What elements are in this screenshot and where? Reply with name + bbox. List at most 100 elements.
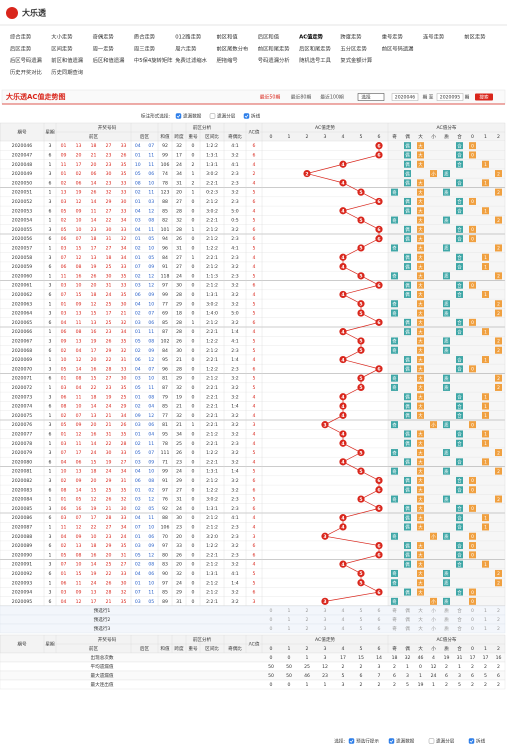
preselect-cell[interactable]: 6 [378, 626, 381, 632]
preselect-label[interactable]: 预选行3 [94, 625, 111, 632]
preselect-cell[interactable]: 1 [484, 626, 487, 632]
preselect-cell[interactable]: 0 [270, 617, 273, 623]
nav-link[interactable]: 号码遗漏分析 [258, 56, 290, 64]
preselect-cell[interactable]: 6 [378, 617, 381, 623]
to-text[interactable]: 2020095 [440, 95, 461, 101]
nav-link[interactable]: 区间走势 [51, 44, 73, 52]
nav-link[interactable]: 随机选号工具 [299, 56, 331, 64]
nav-link[interactable]: 大小走势 [51, 33, 73, 41]
quick-range[interactable]: 最近50期 [260, 94, 281, 101]
search-label[interactable]: 搜索 [479, 94, 489, 101]
preselect-cell[interactable]: 1 [288, 608, 291, 614]
preselect-cell[interactable]: 0 [270, 608, 273, 614]
nav-link[interactable]: 周一走势 [93, 44, 115, 52]
nav-link[interactable]: 前区尾数分布 [217, 44, 249, 52]
select-text[interactable]: 选择 [361, 94, 371, 101]
preselect-cell[interactable]: 合 [457, 616, 462, 623]
nav-link[interactable]: 连号走势 [423, 33, 445, 41]
nav-link[interactable]: 奇偶走势 [93, 33, 115, 41]
preselect-cell[interactable]: 小 [431, 625, 436, 632]
nav-link[interactable]: 前区号码遗漏 [382, 44, 414, 52]
nav-link[interactable]: 历史同期查询 [51, 68, 83, 76]
nav-link[interactable]: 质合走势 [134, 33, 156, 41]
preselect-cell[interactable]: 偶 [405, 616, 410, 623]
preselect-cell[interactable]: 1 [484, 617, 487, 623]
preselect-cell[interactable]: 奇 [392, 625, 397, 632]
preselect-cell[interactable]: 小 [431, 616, 436, 623]
to-input[interactable] [436, 93, 464, 101]
preselect-cell[interactable]: 1 [288, 626, 291, 632]
preselect-cell[interactable]: 大 [418, 616, 423, 623]
nav-link[interactable]: 综合走势 [10, 33, 32, 41]
preselect-cell[interactable]: 质 [444, 616, 449, 623]
from-input[interactable] [391, 93, 419, 101]
preselect-cell[interactable]: 奇 [392, 607, 397, 614]
preselect-cell[interactable]: 2 [306, 608, 309, 614]
preselect-cell[interactable]: 2 [306, 617, 309, 623]
quick-range[interactable]: 最近100期 [320, 94, 344, 101]
nav-link[interactable]: 前区和值 [217, 33, 239, 41]
option-text[interactable]: 拆线 [251, 113, 261, 120]
nav-link[interactable]: 中5保4旋转矩阵 [134, 56, 173, 64]
nav-link[interactable]: 前区和尾走势 [258, 44, 290, 52]
preselect-cell[interactable]: 0 [270, 626, 273, 632]
preselect-cell[interactable]: 大 [418, 625, 423, 632]
preselect-cell[interactable]: 3 [324, 608, 327, 614]
preselect-cell[interactable]: 3 [324, 626, 327, 632]
footer-checkbox[interactable] [428, 738, 435, 744]
nav-link[interactable]: 前区和值遗漏 [51, 56, 83, 64]
preselect-cell[interactable]: 偶 [405, 625, 410, 632]
option-checkbox[interactable] [175, 113, 182, 119]
nav-link[interactable]: 历史开奖对比 [10, 68, 42, 76]
preselect-cell[interactable]: 0 [471, 617, 474, 623]
select-box[interactable] [357, 93, 385, 101]
preselect-cell[interactable]: 2 [497, 617, 500, 623]
nav-link[interactable]: 后区走势 [10, 44, 32, 52]
preselect-cell[interactable]: 5 [360, 617, 363, 623]
preselect-cell[interactable]: 0 [471, 626, 474, 632]
preselect-cell[interactable]: 6 [378, 608, 381, 614]
preselect-cell[interactable]: 大 [418, 607, 423, 614]
nav-link[interactable]: 跨度走势 [340, 33, 362, 41]
option-text[interactable]: 遗漏数据 [183, 113, 202, 120]
footer-option[interactable]: 遗漏数据 [396, 738, 415, 745]
nav-link[interactable]: 五分区走势 [340, 44, 367, 52]
preselect-cell[interactable]: 奇 [392, 616, 397, 623]
preselect-cell[interactable]: 5 [360, 626, 363, 632]
preselect-cell[interactable]: 合 [457, 607, 462, 614]
nav-link[interactable]: 后区和值遗漏 [93, 56, 125, 64]
footer-option[interactable]: 拆线 [476, 738, 486, 745]
preselect-cell[interactable]: 4 [342, 608, 345, 614]
footer-checkbox[interactable] [388, 738, 395, 744]
nav-link[interactable]: 胆拖缩号 [217, 56, 238, 64]
preselect-cell[interactable]: 小 [431, 607, 436, 614]
footer-option[interactable]: 遗漏分层 [436, 738, 455, 745]
preselect-cell[interactable]: 4 [342, 626, 345, 632]
preselect-cell[interactable]: 合 [457, 625, 462, 632]
preselect-label[interactable]: 预选行2 [94, 616, 111, 623]
option-text[interactable]: 遗漏分层 [217, 113, 236, 120]
footer-checkbox[interactable] [468, 738, 475, 744]
nav-link[interactable]: 复式金额计算 [340, 56, 372, 64]
nav-link[interactable]: 012路走势 [175, 33, 202, 41]
nav-link[interactable]: AC值走势 [299, 33, 324, 41]
preselect-cell[interactable]: 2 [497, 608, 500, 614]
footer-checkbox[interactable] [348, 738, 355, 744]
nav-link[interactable]: 后区和尾走势 [299, 44, 331, 52]
preselect-cell[interactable]: 4 [342, 617, 345, 623]
nav-link[interactable]: 周六走势 [175, 44, 197, 52]
preselect-cell[interactable]: 2 [497, 626, 500, 632]
option-checkbox[interactable] [243, 113, 250, 119]
from-text[interactable]: 2020046 [395, 95, 416, 101]
preselect-cell[interactable]: 1 [484, 608, 487, 614]
nav-link[interactable]: 周三走势 [134, 44, 156, 52]
nav-link[interactable]: 后区号码遗漏 [10, 56, 42, 64]
preselect-cell[interactable]: 质 [444, 607, 449, 614]
nav-link[interactable]: 后区和值 [258, 33, 280, 41]
preselect-cell[interactable]: 偶 [405, 607, 410, 614]
quick-range[interactable]: 最近80期 [291, 94, 312, 101]
nav-link[interactable]: 免费过滤缩水 [175, 56, 207, 64]
footer-option[interactable]: 预选行提示 [356, 738, 379, 745]
preselect-cell[interactable]: 3 [324, 617, 327, 623]
preselect-label[interactable]: 预选行1 [94, 607, 111, 614]
